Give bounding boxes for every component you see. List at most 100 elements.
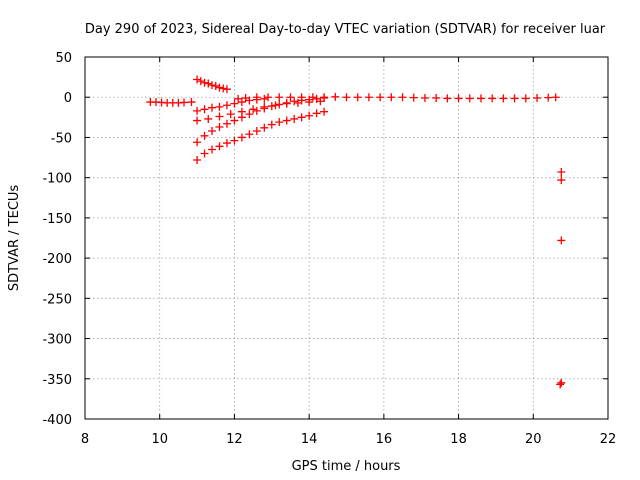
- data-point: [179, 98, 188, 107]
- y-tick-label: -150: [42, 212, 72, 227]
- data-point: [557, 176, 566, 185]
- x-tick-label: 8: [81, 432, 89, 447]
- data-point: [208, 81, 217, 90]
- data-point: [271, 101, 280, 110]
- x-tick-label: 12: [226, 432, 243, 447]
- data-point: [222, 85, 231, 94]
- data-point: [211, 81, 220, 90]
- data-point: [312, 94, 321, 103]
- data-point: [308, 93, 317, 102]
- data-point: [557, 378, 566, 387]
- data-point: [222, 101, 231, 110]
- plot-frame: [84, 56, 609, 420]
- data-point: [331, 92, 340, 101]
- data-point: [204, 114, 213, 123]
- data-point: [252, 93, 261, 102]
- data-point: [200, 105, 209, 114]
- data-point: [196, 77, 205, 86]
- y-axis-label: SDTVAR / TECUs: [7, 185, 22, 292]
- data-point: [241, 94, 250, 103]
- data-point: [260, 104, 269, 113]
- data-point: [342, 93, 351, 102]
- data-point: [260, 94, 269, 103]
- data-point: [533, 94, 542, 103]
- data-point: [320, 107, 329, 116]
- data-point: [499, 94, 508, 103]
- data-point: [398, 93, 407, 102]
- data-point: [312, 109, 321, 118]
- data-point: [432, 94, 441, 103]
- data-point: [282, 98, 291, 107]
- data-point: [193, 116, 202, 125]
- y-tick-label: -350: [42, 373, 72, 388]
- chart-title: Day 290 of 2023, Sidereal Day-to-day VTE…: [85, 22, 606, 37]
- x-tick-label: 16: [376, 432, 393, 447]
- data-point: [476, 94, 485, 103]
- data-point: [267, 120, 276, 129]
- y-tick-label: -50: [51, 131, 72, 146]
- x-tick-label: 10: [151, 432, 168, 447]
- data-point: [187, 98, 196, 107]
- y-tick-label: -300: [42, 333, 72, 348]
- data-point: [200, 149, 209, 158]
- data-point: [230, 136, 239, 145]
- data-point: [353, 93, 362, 102]
- data-point: [215, 102, 224, 111]
- data-point: [252, 127, 261, 136]
- data-point: [204, 79, 213, 88]
- data-point: [275, 100, 284, 109]
- data-point: [521, 94, 530, 103]
- data-point: [290, 97, 299, 106]
- data-point: [443, 94, 452, 103]
- data-point: [230, 99, 239, 108]
- y-tick-label: -100: [42, 172, 72, 187]
- data-point: [557, 168, 566, 177]
- data-point: [215, 83, 224, 92]
- data-point: [488, 94, 497, 103]
- data-point: [297, 93, 306, 102]
- data-point: [544, 93, 553, 102]
- data-point: [200, 78, 209, 87]
- data-point: [260, 123, 269, 132]
- data-point: [208, 127, 217, 136]
- data-point: [556, 380, 565, 389]
- data-point: [387, 93, 396, 102]
- data-point: [193, 138, 202, 147]
- data-point: [275, 93, 284, 102]
- data-point: [465, 94, 474, 103]
- data-point: [297, 113, 306, 122]
- data-point: [226, 110, 235, 119]
- data-point: [193, 75, 202, 84]
- data-point: [215, 112, 224, 121]
- x-axis-label: GPS time / hours: [292, 459, 401, 474]
- data-point: [215, 142, 224, 151]
- data-point: [264, 93, 273, 102]
- data-point: [275, 118, 284, 127]
- x-tick-label: 22: [600, 432, 617, 447]
- data-point: [245, 130, 254, 139]
- data-point: [510, 94, 519, 103]
- data-point: [237, 113, 246, 122]
- y-tick-label: -250: [42, 292, 72, 307]
- data-point: [420, 94, 429, 103]
- data-point: [245, 110, 254, 119]
- data-point: [208, 145, 217, 154]
- x-tick-label: 20: [525, 432, 542, 447]
- data-point: [267, 102, 276, 111]
- y-tick-label: 0: [64, 91, 72, 106]
- data-point: [222, 119, 231, 128]
- data-point: [200, 131, 209, 140]
- x-tick-label: 14: [301, 432, 318, 447]
- data-point: [237, 133, 246, 142]
- data-point: [282, 116, 291, 125]
- data-point: [234, 94, 243, 103]
- y-tick-label: 50: [55, 51, 72, 66]
- data-point: [305, 111, 314, 120]
- y-tick-label: -400: [42, 413, 72, 428]
- data-point: [364, 93, 373, 102]
- data-point: [557, 236, 566, 245]
- data-point: [215, 122, 224, 131]
- data-point: [409, 93, 418, 102]
- data-point: [249, 105, 258, 114]
